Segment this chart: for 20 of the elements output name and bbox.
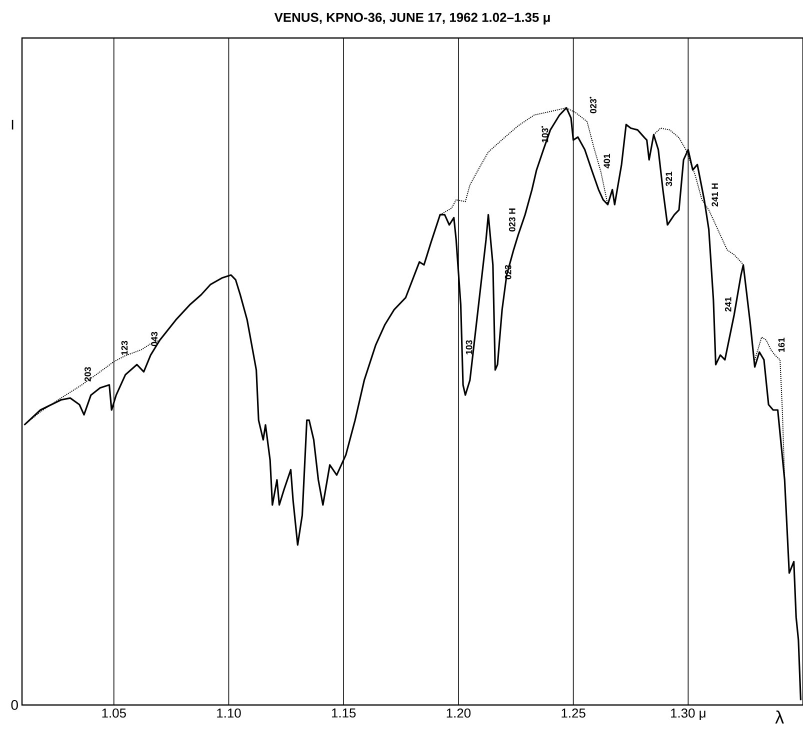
annotation: 203 <box>84 367 91 382</box>
x-tick-label: 1.15 <box>332 708 356 718</box>
annotation: 023 H <box>508 208 516 232</box>
annotation: 241 H <box>712 183 718 206</box>
annotation: 103 <box>466 340 472 354</box>
x-tick-label: 1.20 <box>446 708 471 718</box>
x-tick-label: 1.25 <box>562 708 586 718</box>
annotation: 321 <box>666 172 672 186</box>
text: 0 <box>11 700 18 710</box>
x-axis-title: λ <box>775 710 784 724</box>
x-tick-label: 1.30 μ <box>671 708 706 720</box>
y-axis-title: I <box>12 120 14 130</box>
x-tick-label: 1.10 <box>217 708 241 718</box>
annotation: 123 <box>121 340 128 355</box>
annotation: 241 <box>724 297 732 312</box>
x-tick-label: 1.05 <box>102 708 126 718</box>
annotation: 401 <box>604 154 610 168</box>
annotation: 161 <box>778 338 785 352</box>
annotation: 023$^{•}$ <box>590 96 596 114</box>
chart-title: VENUS, KPNO-36, JUNE 17, 1962 1.02–1.35 μ <box>274 12 550 24</box>
